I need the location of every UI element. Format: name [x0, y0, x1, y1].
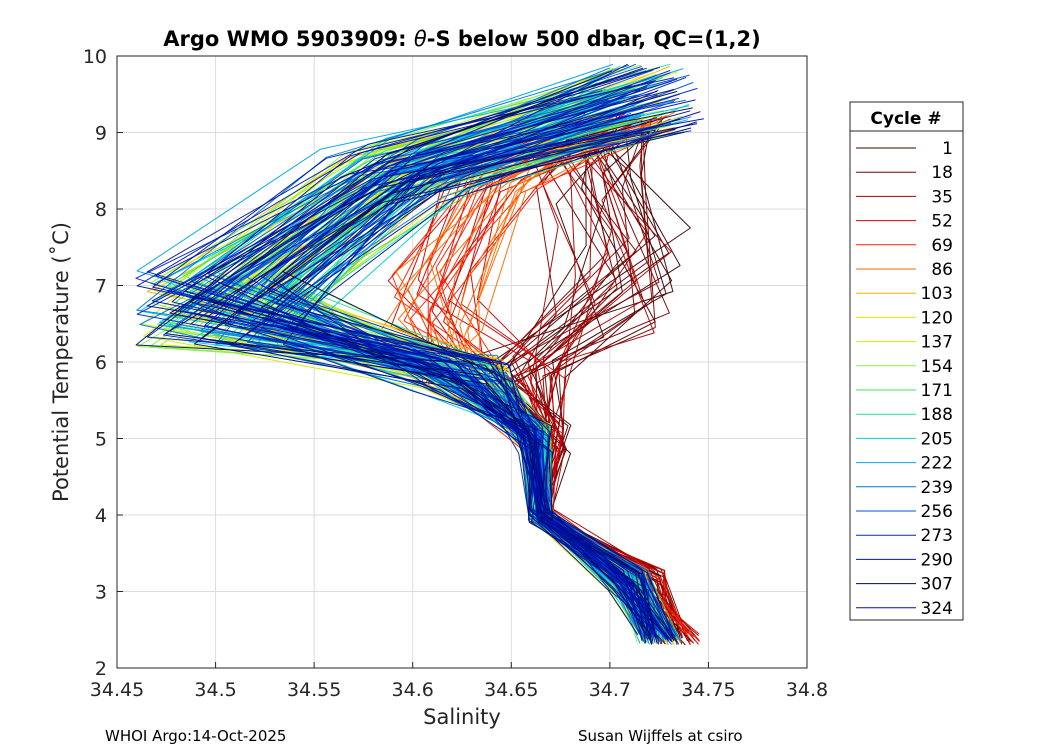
legend-label-222: 222 — [921, 454, 953, 474]
x-tick-label: 34.8 — [786, 679, 828, 701]
x-tick-label: 34.55 — [287, 679, 341, 701]
legend-label-154: 154 — [921, 357, 953, 377]
y-tick-labels: 2 3 4 5 6 7 8 9 10 — [83, 46, 123, 680]
y-tick-label: 10 — [83, 46, 107, 68]
y-tick-label: 5 — [95, 429, 107, 451]
y-tick-label: 6 — [95, 352, 107, 374]
profile-line-cycle-324 — [171, 70, 669, 638]
legend-entries: 1 18 35 52 69 86 103 120 137 154 171 188 205 222 239 25… — [856, 139, 953, 619]
legend-label-290: 290 — [921, 550, 953, 570]
y-tick-label: 4 — [95, 505, 107, 527]
profile-line-cycle-324 — [192, 88, 675, 636]
profile-line-cycle-324 — [146, 130, 653, 645]
legend-title: Cycle # — [870, 109, 941, 129]
x-tick-label: 34.65 — [484, 679, 538, 701]
y-tick-label: 3 — [95, 582, 107, 604]
footer-right: Susan Wijffels at csiro — [578, 727, 743, 745]
profile-line-cycle-307 — [200, 110, 691, 644]
profile-line-cycle-324 — [230, 121, 697, 637]
legend-label-307: 307 — [921, 575, 953, 595]
legend-label-137: 137 — [921, 333, 953, 353]
legend-label-120: 120 — [921, 308, 953, 328]
profile-line-cycle-324 — [190, 97, 679, 637]
profile-line-cycle-18 — [530, 123, 681, 636]
x-tick-labels: 34.45 34.5 34.55 34.6 34.65 34.7 34.75 34.8 — [90, 662, 828, 701]
legend-label-256: 256 — [921, 502, 953, 522]
legend-label-69: 69 — [931, 236, 953, 256]
y-tick-label: 7 — [95, 276, 107, 298]
legend-label-103: 103 — [921, 284, 953, 304]
chart-title: Argo WMO 5903909: θ-S below 500 dbar, QC… — [163, 27, 760, 51]
legend-label-18: 18 — [931, 163, 953, 183]
profile-curves — [135, 63, 704, 646]
legend-label-35: 35 — [931, 187, 953, 207]
legend-label-86: 86 — [931, 260, 953, 280]
profile-line-cycle-324 — [286, 111, 701, 638]
y-tick-label: 9 — [95, 123, 107, 145]
legend-label-188: 188 — [921, 405, 953, 425]
profile-line-cycle-324 — [196, 99, 696, 645]
profile-line-cycle-324 — [235, 128, 676, 637]
profile-line-cycle-324 — [206, 113, 643, 639]
x-axis-label: Salinity — [423, 705, 501, 729]
profile-line-cycle-307 — [282, 107, 693, 642]
footer-left: WHOI Argo:14-Oct-2025 — [105, 727, 286, 745]
y-axis-label: Potential Temperature (˚C) — [49, 222, 73, 502]
x-tick-label: 34.75 — [681, 679, 735, 701]
y-tick-label: 8 — [95, 199, 107, 221]
x-tick-label: 34.5 — [194, 679, 236, 701]
legend-box — [849, 101, 964, 621]
legend-label-273: 273 — [921, 526, 953, 546]
legend-label-1: 1 — [942, 139, 953, 159]
legend-label-171: 171 — [921, 381, 953, 401]
legend-label-52: 52 — [931, 212, 953, 232]
profile-line-cycle-290 — [272, 86, 647, 634]
profile-line-cycle-324 — [264, 94, 658, 639]
legend-label-239: 239 — [921, 478, 953, 498]
legend-label-324: 324 — [921, 599, 953, 619]
x-tick-label: 34.45 — [90, 679, 144, 701]
x-tick-label: 34.7 — [589, 679, 631, 701]
legend-label-205: 205 — [921, 429, 953, 449]
profile-line-cycle-290 — [178, 67, 673, 643]
profile-line-cycle-324 — [155, 112, 643, 641]
profile-line-cycle-290 — [292, 84, 653, 645]
y-tick-label: 2 — [95, 658, 107, 680]
x-tick-label: 34.6 — [392, 679, 434, 701]
